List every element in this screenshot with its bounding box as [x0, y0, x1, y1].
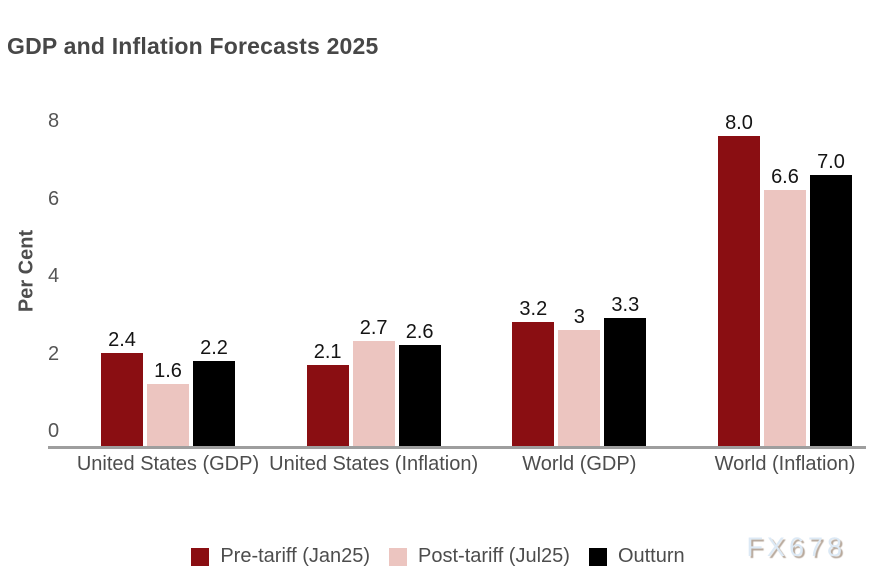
legend-item: Post-tariff (Jul25)	[389, 545, 570, 568]
bar: 3.2	[512, 299, 555, 446]
bar-value-label: 3	[573, 306, 585, 328]
chart-title: GDP and Inflation Forecasts 2025	[7, 33, 379, 59]
bar-value-label: 3.2	[519, 298, 548, 320]
bar-value-label: 2.6	[405, 321, 434, 343]
x-category-label: United States (Inflation)	[269, 453, 479, 475]
bar-group: 8.0 6.6 7.0	[717, 113, 852, 446]
bar: 8.0	[717, 113, 760, 446]
bar-value-label: 2.1	[313, 341, 342, 363]
legend-label: Post-tariff (Jul25)	[418, 545, 570, 567]
bar: 2.6	[398, 322, 441, 446]
legend-item: Pre-tariff (Jan25)	[191, 545, 370, 568]
bar: 3	[558, 307, 601, 446]
legend-label: Pre-tariff (Jan25)	[220, 545, 371, 567]
x-category-label: United States (GDP)	[76, 453, 260, 475]
legend-item: Outturn	[588, 545, 685, 568]
bar-value-label: 1.6	[154, 360, 182, 382]
bar-group: 2.1 2.7 2.6	[306, 318, 441, 446]
y-tick-label: 6	[48, 187, 60, 210]
plot-area: 0 2 4 6 8 2.4 1.6 2.2 2.1 2.7 2.6 3.2 3 3.3 8.0 6.6 7.0	[48, 96, 866, 449]
bar: 2.2	[193, 338, 235, 446]
bar-group: 2.4 1.6 2.2	[101, 330, 235, 446]
bar-value-label: 2.7	[359, 317, 388, 339]
x-category-label: World (GDP)	[522, 453, 637, 475]
bar-value-label: 2.2	[200, 337, 228, 359]
legend-swatch	[191, 547, 210, 566]
bar-group: 3.2 3 3.3	[512, 295, 647, 446]
bar: 3.3	[604, 295, 647, 446]
y-tick-label: 0	[48, 420, 60, 442]
bar-value-label: 7.0	[817, 151, 845, 173]
bar: 7.0	[809, 152, 852, 446]
y-tick-label: 8	[48, 110, 60, 132]
bar: 2.1	[306, 342, 349, 446]
y-tick-label: 2	[48, 342, 60, 365]
watermark: FX678	[746, 532, 846, 562]
legend-swatch	[389, 547, 408, 566]
bar-value-label: 2.4	[108, 329, 136, 351]
bar-value-label: 8.0	[725, 112, 753, 134]
y-tick-label: 4	[48, 265, 60, 287]
bar: 2.4	[101, 330, 143, 446]
legend: Pre-tariff (Jan25) Post-tariff (Jul25) Out…	[0, 545, 876, 568]
bar: 6.6	[763, 167, 806, 446]
bar-groups: 2.4 1.6 2.2 2.1 2.7 2.6 3.2 3 3.3 8.0 6.6 7.0	[48, 96, 866, 446]
x-category-label: World (Inflation)	[714, 453, 856, 475]
bar: 2.7	[352, 318, 395, 446]
legend-label: Outturn	[617, 545, 685, 567]
bar: 1.6	[147, 361, 189, 446]
bar-value-label: 6.6	[771, 166, 799, 188]
bar-value-label: 3.3	[611, 294, 640, 316]
legend-swatch	[588, 547, 607, 566]
y-axis-title: Per Cent	[15, 229, 38, 313]
